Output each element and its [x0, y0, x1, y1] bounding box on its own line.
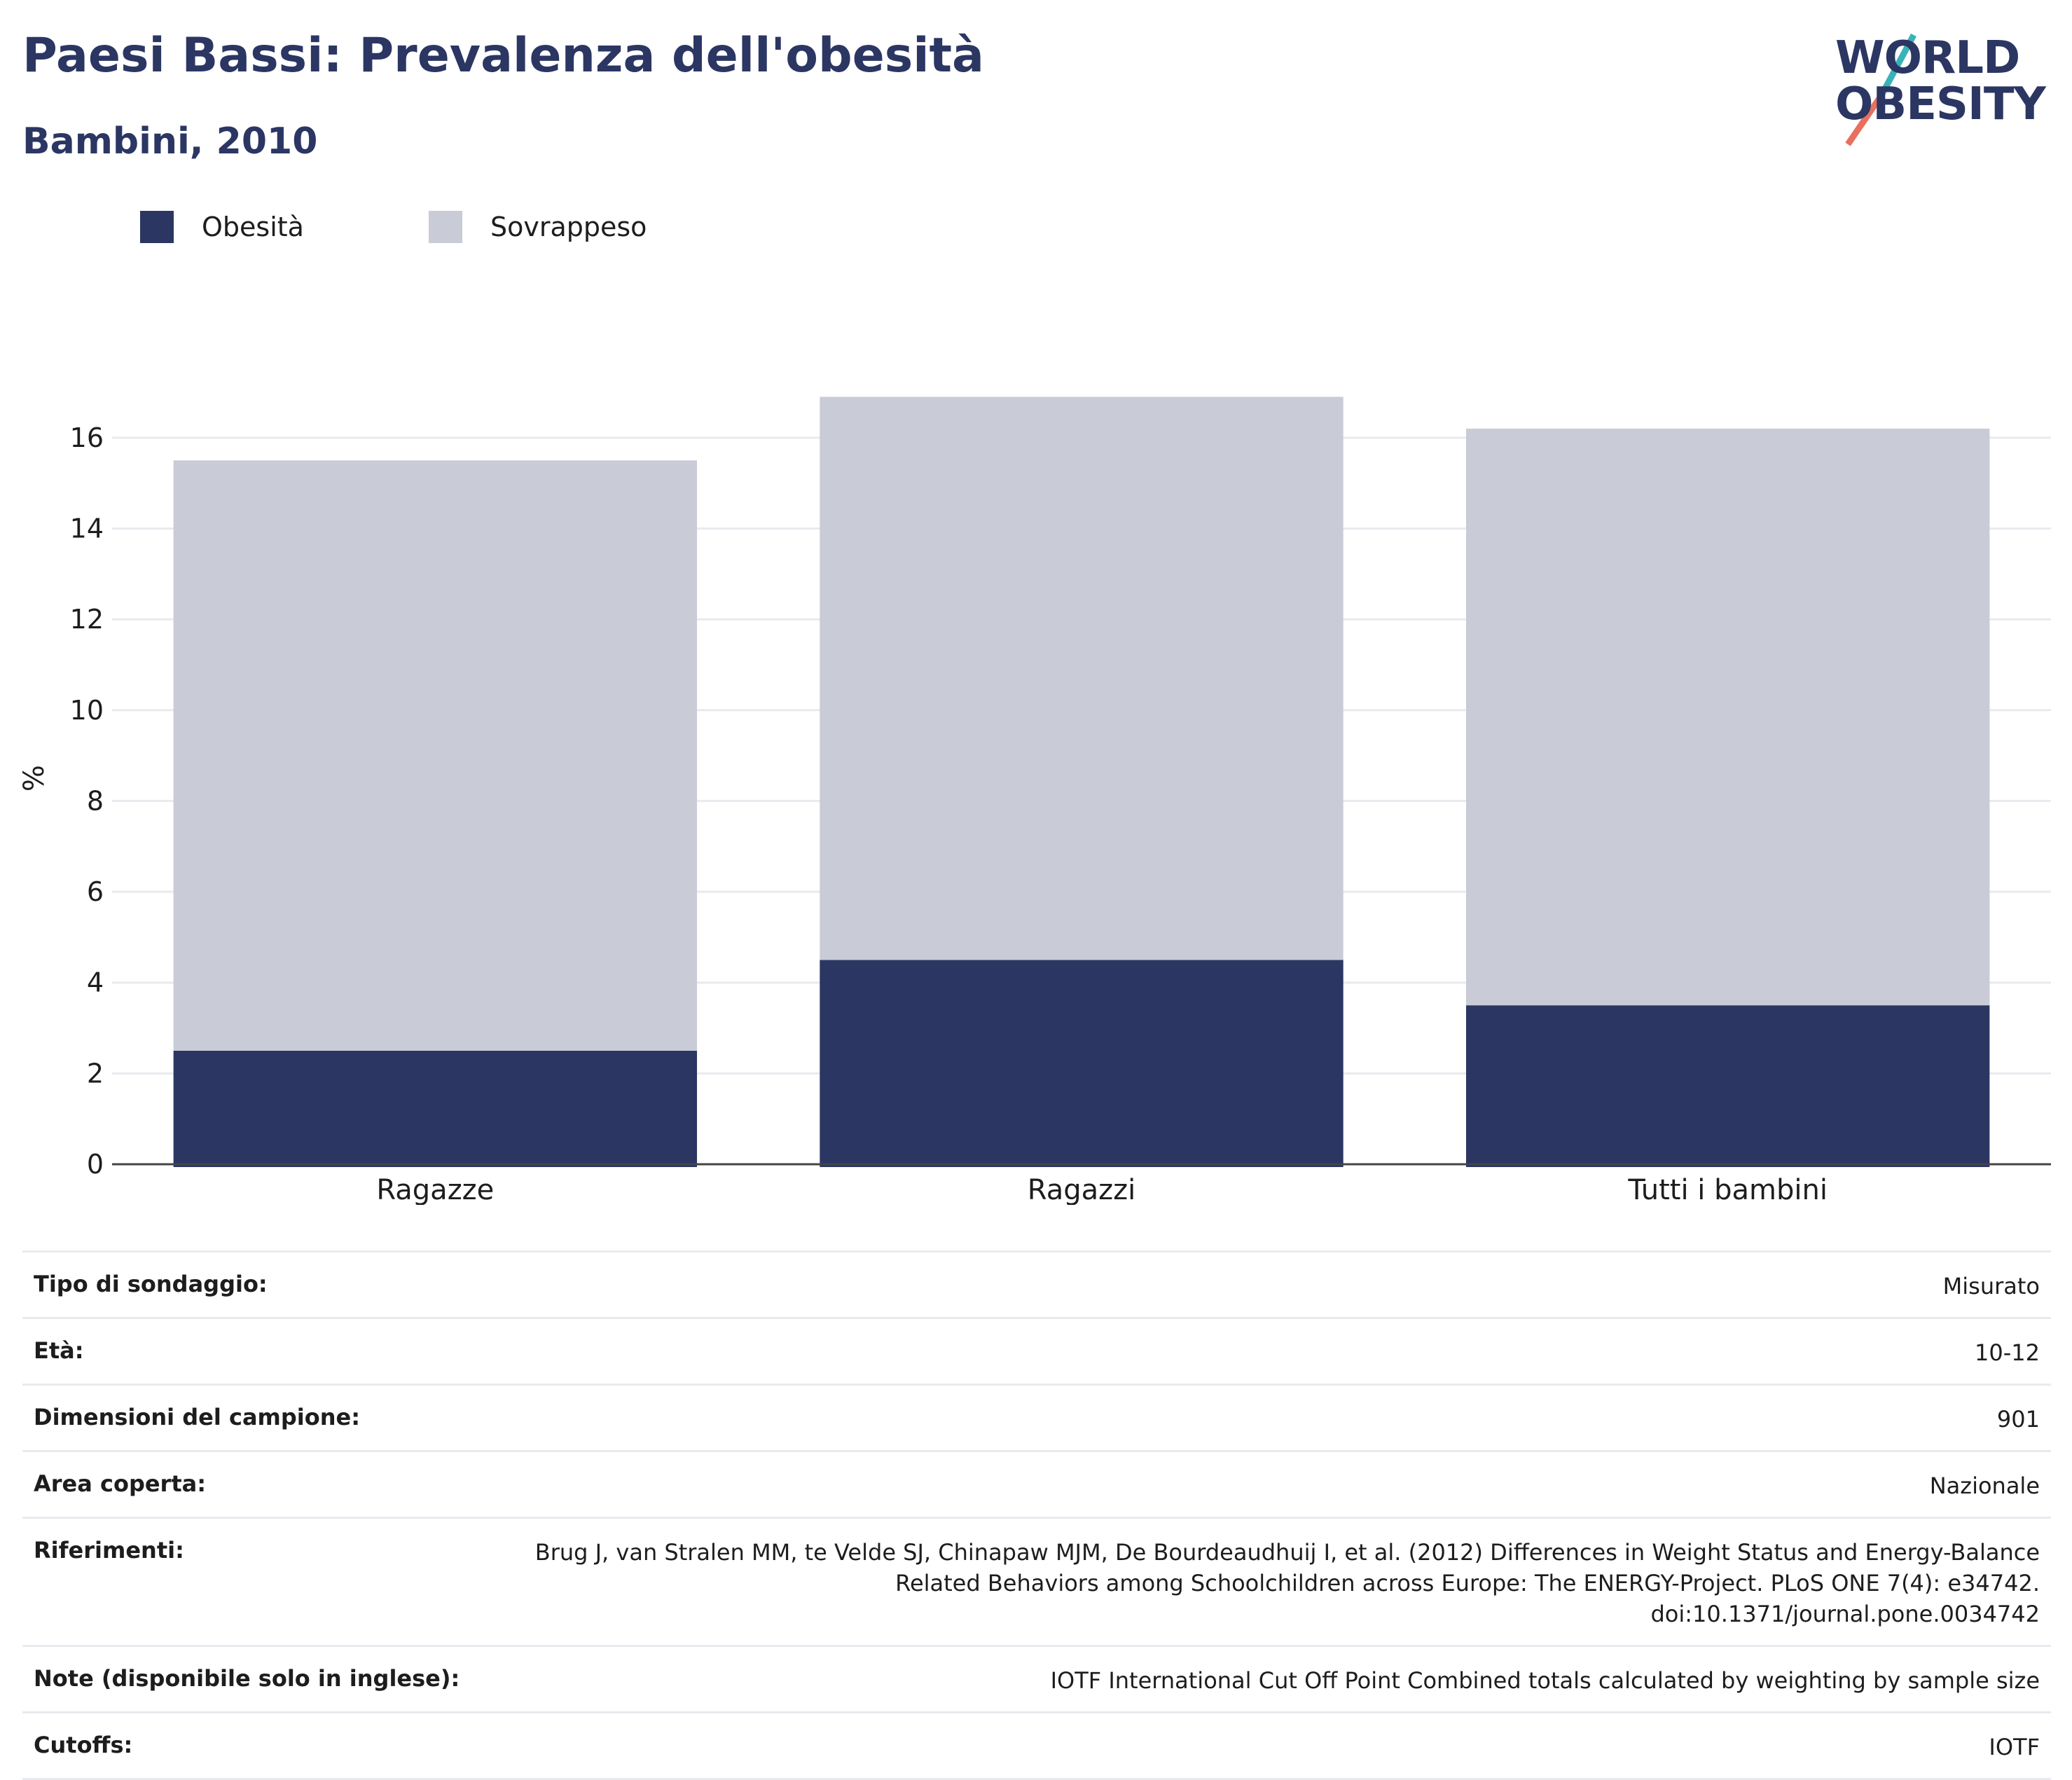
bar-obesita[interactable] — [173, 1050, 698, 1167]
metadata-value: 10-12 — [1975, 1339, 2040, 1366]
legend-item-obesita[interactable]: Obesità — [140, 209, 304, 245]
metadata-row: Tipo di sondaggio: Misurato — [22, 1253, 2051, 1319]
bar-sovrappeso[interactable] — [173, 460, 698, 1051]
metadata-value: Misurato — [1942, 1273, 2040, 1299]
bar-obesita[interactable] — [1465, 1005, 1990, 1167]
metadata-value: 901 — [1996, 1406, 2040, 1433]
bar-sovrappeso[interactable] — [1465, 428, 1990, 1006]
metadata-row: Cutoffs: IOTF — [22, 1713, 2051, 1780]
y-tick-label: 0 — [87, 1149, 104, 1180]
metadata-value: IOTF — [1989, 1734, 2040, 1760]
metadata-table: Tipo di sondaggio: Misurato Età: 10-12 Dimen… — [22, 1250, 2051, 1780]
metadata-row: Note (disponibile solo in inglese): IOTF … — [22, 1647, 2051, 1713]
metadata-value: Nazionale — [1929, 1472, 2040, 1499]
metadata-row: Riferimenti: Brug J, van Stralen MM, te V… — [22, 1519, 2051, 1647]
chart-subtitle: Bambini, 2010 — [22, 120, 318, 163]
legend-item-sovrappeso[interactable]: Sovrappeso — [429, 209, 647, 245]
legend-swatch-obesita — [140, 211, 174, 243]
legend-swatch-sovrappeso — [429, 211, 462, 243]
metadata-label: Riferimenti: — [34, 1537, 184, 1564]
y-tick-label: 2 — [87, 1058, 104, 1089]
bar-sovrappeso[interactable] — [820, 396, 1344, 960]
metadata-label: Tipo di sondaggio: — [34, 1271, 268, 1297]
y-tick-label: 10 — [70, 695, 104, 726]
metadata-row: Età: 10-12 — [22, 1319, 2051, 1386]
stacked-bar-chart: 0 2 4 6 8 10 12 14 16 Ragazze Ragazzi Tutti i bambi… — [18, 396, 2051, 1205]
bars — [173, 396, 1990, 1167]
logo-word-world: WORLD — [1835, 32, 2020, 84]
y-tick-label: 16 — [70, 422, 104, 453]
x-tick-label: Ragazze — [376, 1174, 494, 1205]
logo-slash-icon — [1845, 33, 1916, 146]
world-obesity-logo[interactable]: WORLD OBESITY — [1821, 28, 2059, 154]
bar-obesita[interactable] — [820, 960, 1344, 1167]
legend-label-sovrappeso: Sovrappeso — [490, 212, 647, 242]
metadata-value-line: Brug J, van Stralen MM, te Velde SJ, Chi… — [534, 1539, 2040, 1566]
metadata-value-line: doi:10.1371/journal.pone.0034742 — [1650, 1601, 2040, 1627]
metadata-row: Dimensioni del campione: 901 — [22, 1386, 2051, 1452]
y-tick-label: 8 — [87, 785, 104, 816]
metadata-label: Età: — [34, 1337, 84, 1364]
metadata-value: Brug J, van Stralen MM, te Velde SJ, Chi… — [535, 1537, 2040, 1629]
y-tick-label: 12 — [70, 604, 104, 635]
chart-title: Paesi Bassi: Prevalenza dell'obesità — [22, 28, 984, 83]
y-tick-label: 14 — [70, 513, 104, 544]
y-axis-label: % — [18, 765, 50, 792]
metadata-label: Area coperta: — [34, 1470, 207, 1497]
metadata-label: Cutoffs: — [34, 1732, 133, 1758]
y-tick-label: 4 — [87, 967, 104, 998]
metadata-label: Dimensioni del campione: — [34, 1404, 361, 1430]
metadata-row: Area coperta: Nazionale — [22, 1452, 2051, 1519]
metadata-value-line: Related Behaviors among Schoolchildren a… — [895, 1570, 2040, 1596]
logo-word-obesity: OBESITY — [1835, 78, 2046, 130]
x-tick-label: Ragazzi — [1028, 1174, 1135, 1205]
y-tick-label: 6 — [87, 876, 104, 907]
metadata-label: Note (disponibile solo in inglese): — [34, 1665, 460, 1692]
x-tick-label: Tutti i bambini — [1627, 1174, 1828, 1205]
axes: 0 2 4 6 8 10 12 14 16 Ragazze Ragazzi Tutti i bambi… — [70, 422, 2051, 1205]
metadata-value: IOTF International Cut Off Point Combine… — [1050, 1667, 2040, 1694]
legend-label-obesita: Obesità — [202, 212, 304, 242]
